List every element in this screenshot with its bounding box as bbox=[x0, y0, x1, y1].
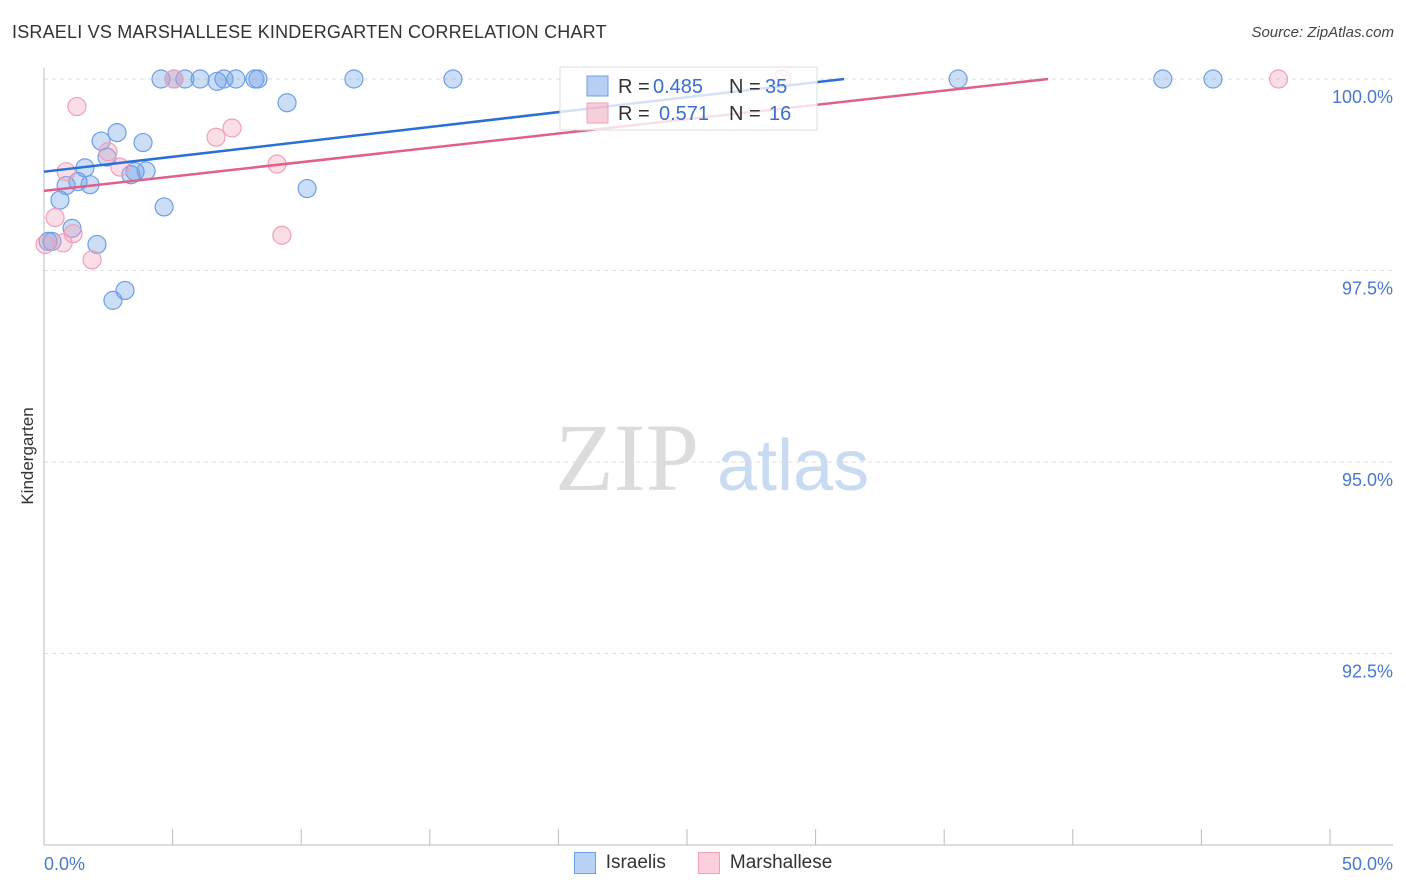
y-tick-label: 92.5% bbox=[1342, 662, 1393, 682]
marshallese-point bbox=[164, 69, 184, 89]
israelis-point bbox=[344, 69, 364, 89]
israelis-point bbox=[103, 290, 123, 310]
israelis-point bbox=[154, 197, 174, 217]
legend-swatch bbox=[586, 102, 609, 124]
israelis-point bbox=[50, 190, 70, 210]
marshallese-point bbox=[82, 250, 102, 270]
n-value: 16 bbox=[769, 103, 791, 125]
marshallese-point bbox=[272, 225, 292, 245]
israelis-point bbox=[443, 69, 463, 89]
marshallese-point bbox=[35, 234, 55, 255]
marshallese-point bbox=[222, 118, 242, 138]
israelis-swatch bbox=[573, 852, 596, 874]
israelis-point bbox=[297, 178, 317, 199]
marshallese-swatch bbox=[697, 852, 720, 874]
n-value: 35 bbox=[765, 76, 787, 98]
r-value: 0.485 bbox=[653, 76, 703, 98]
marshallese-point bbox=[45, 208, 65, 228]
israelis-point bbox=[190, 69, 210, 89]
israelis-point bbox=[175, 69, 195, 89]
israelis-point bbox=[948, 69, 968, 89]
israelis-point bbox=[121, 165, 141, 185]
source-label: Source: ZipAtlas.com bbox=[1251, 24, 1394, 41]
israelis-point bbox=[226, 69, 246, 89]
legend-label: Marshallese bbox=[729, 852, 833, 873]
marshallese-point bbox=[53, 233, 73, 253]
marshallese-point bbox=[98, 142, 118, 162]
r-label: R = bbox=[618, 76, 650, 98]
israelis-point bbox=[277, 93, 297, 113]
r-value: 0.571 bbox=[659, 103, 709, 125]
israelis-point bbox=[97, 147, 117, 167]
israelis-point bbox=[87, 234, 107, 255]
israelis-point bbox=[133, 132, 153, 153]
y-tick-label: 97.5% bbox=[1342, 279, 1393, 299]
israelis-point bbox=[136, 161, 156, 181]
chart-title: ISRAELI VS MARSHALLESE KINDERGARTEN CORR… bbox=[12, 22, 607, 42]
marshallese-trend-line bbox=[43, 77, 1049, 193]
marshallese-point bbox=[1268, 69, 1289, 89]
y-tick-label: 100.0% bbox=[1332, 87, 1393, 107]
marshallese-point bbox=[56, 162, 76, 182]
x-tick-label: 0.0% bbox=[44, 854, 85, 874]
israelis-point bbox=[248, 69, 268, 89]
legend-item-israelis[interactable]: Israelis bbox=[573, 852, 666, 874]
legend-swatch bbox=[586, 75, 609, 97]
bottom-legend: Israelis Marshallese bbox=[0, 852, 1406, 874]
israelis-point bbox=[1203, 69, 1223, 89]
israelis-point bbox=[1153, 69, 1173, 89]
watermark-atlas: atlas bbox=[717, 426, 869, 506]
legend-label: Israelis bbox=[605, 852, 666, 873]
israelis-point bbox=[62, 218, 82, 238]
israelis-point bbox=[207, 71, 227, 91]
n-label: N = bbox=[729, 103, 761, 125]
marshallese-point bbox=[110, 157, 130, 177]
marshallese-point bbox=[67, 96, 87, 117]
x-tick-label: 50.0% bbox=[1342, 854, 1393, 874]
watermark-zip: ZIP bbox=[555, 404, 699, 511]
r-label: R = bbox=[618, 103, 650, 125]
y-tick-label: 95.0% bbox=[1342, 470, 1393, 490]
israelis-point bbox=[107, 123, 127, 143]
marshallese-point bbox=[206, 127, 226, 147]
n-label: N = bbox=[729, 76, 761, 98]
legend-item-marshallese[interactable]: Marshallese bbox=[697, 852, 833, 874]
